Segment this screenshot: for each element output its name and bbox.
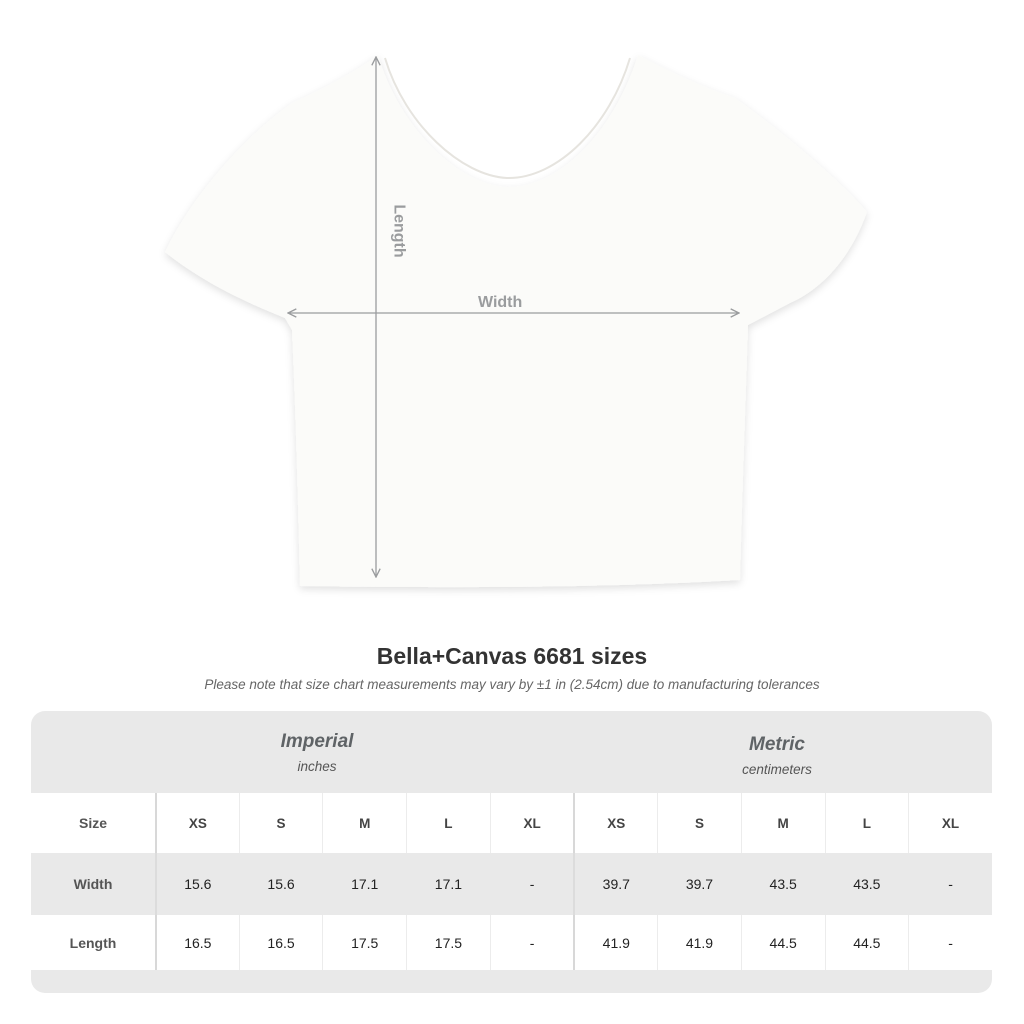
size-header-cell: M bbox=[322, 793, 406, 853]
table-cell: - bbox=[908, 853, 992, 915]
table-cell: - bbox=[489, 915, 574, 970]
table-cell: 41.9 bbox=[573, 915, 657, 970]
imperial-group-header: Imperial inches bbox=[217, 731, 417, 774]
table-cell: 15.6 bbox=[155, 853, 239, 915]
size-header-cell: S bbox=[238, 793, 323, 853]
table-cell: 44.5 bbox=[824, 915, 909, 970]
table-cell: - bbox=[489, 853, 574, 915]
table-cell: 15.6 bbox=[238, 853, 323, 915]
table-cell: 16.5 bbox=[155, 915, 239, 970]
table-cell: 43.5 bbox=[824, 853, 909, 915]
size-header-cell: XS bbox=[573, 793, 657, 853]
table-cell: 16.5 bbox=[238, 915, 323, 970]
table-cell: 39.7 bbox=[573, 853, 657, 915]
table-cell: 17.1 bbox=[406, 853, 490, 915]
table-cell: - bbox=[908, 915, 992, 970]
size-header-cell: S bbox=[657, 793, 741, 853]
table-cell: 39.7 bbox=[657, 853, 741, 915]
neckline bbox=[384, 57, 631, 180]
table-cell: 17.5 bbox=[406, 915, 490, 970]
t-shirt-image bbox=[165, 55, 867, 588]
size-header-cell: XS bbox=[155, 793, 239, 853]
row-label: Length bbox=[69, 934, 117, 951]
table-cell: 17.1 bbox=[322, 853, 406, 915]
size-header-cell: L bbox=[406, 793, 490, 853]
size-header-cell: XL bbox=[908, 793, 992, 853]
size-table: Imperial inches Metric centimeters Size X… bbox=[31, 711, 992, 993]
table-row-width: Width 15.6 15.6 17.1 17.1-39.7 39.7 43.5 43.5- bbox=[31, 853, 992, 915]
length-label: Length bbox=[390, 204, 408, 258]
row-label: Size bbox=[78, 815, 107, 831]
tolerance-note: Please note that size chart measurements… bbox=[204, 677, 820, 692]
shirt-body bbox=[165, 55, 867, 588]
table-cell: 43.5 bbox=[740, 853, 825, 915]
size-header-cell: M bbox=[740, 793, 825, 853]
table-cell: 41.9 bbox=[657, 915, 741, 970]
table-cell: 17.5 bbox=[322, 915, 406, 970]
metric-group-header: Metric centimeters bbox=[677, 734, 877, 777]
size-header-cell: XL bbox=[489, 793, 574, 853]
size-header-cell: L bbox=[824, 793, 909, 853]
group-unit: centimeters bbox=[742, 762, 812, 777]
width-label: Width bbox=[478, 294, 523, 311]
row-label: Width bbox=[73, 876, 113, 892]
group-unit: inches bbox=[297, 759, 337, 774]
page-title: Bella+Canvas 6681 sizes bbox=[376, 643, 648, 669]
group-title: Imperial bbox=[280, 731, 354, 752]
table-row-size: Size XS S M L XL XS S M L XL bbox=[31, 793, 992, 853]
table-cell: 44.5 bbox=[740, 915, 825, 970]
group-title: Metric bbox=[749, 734, 805, 755]
table-row-length: Length 16.5 16.5 17.5 17.5-41.9 41.9 44.5 44.5- bbox=[31, 915, 992, 970]
